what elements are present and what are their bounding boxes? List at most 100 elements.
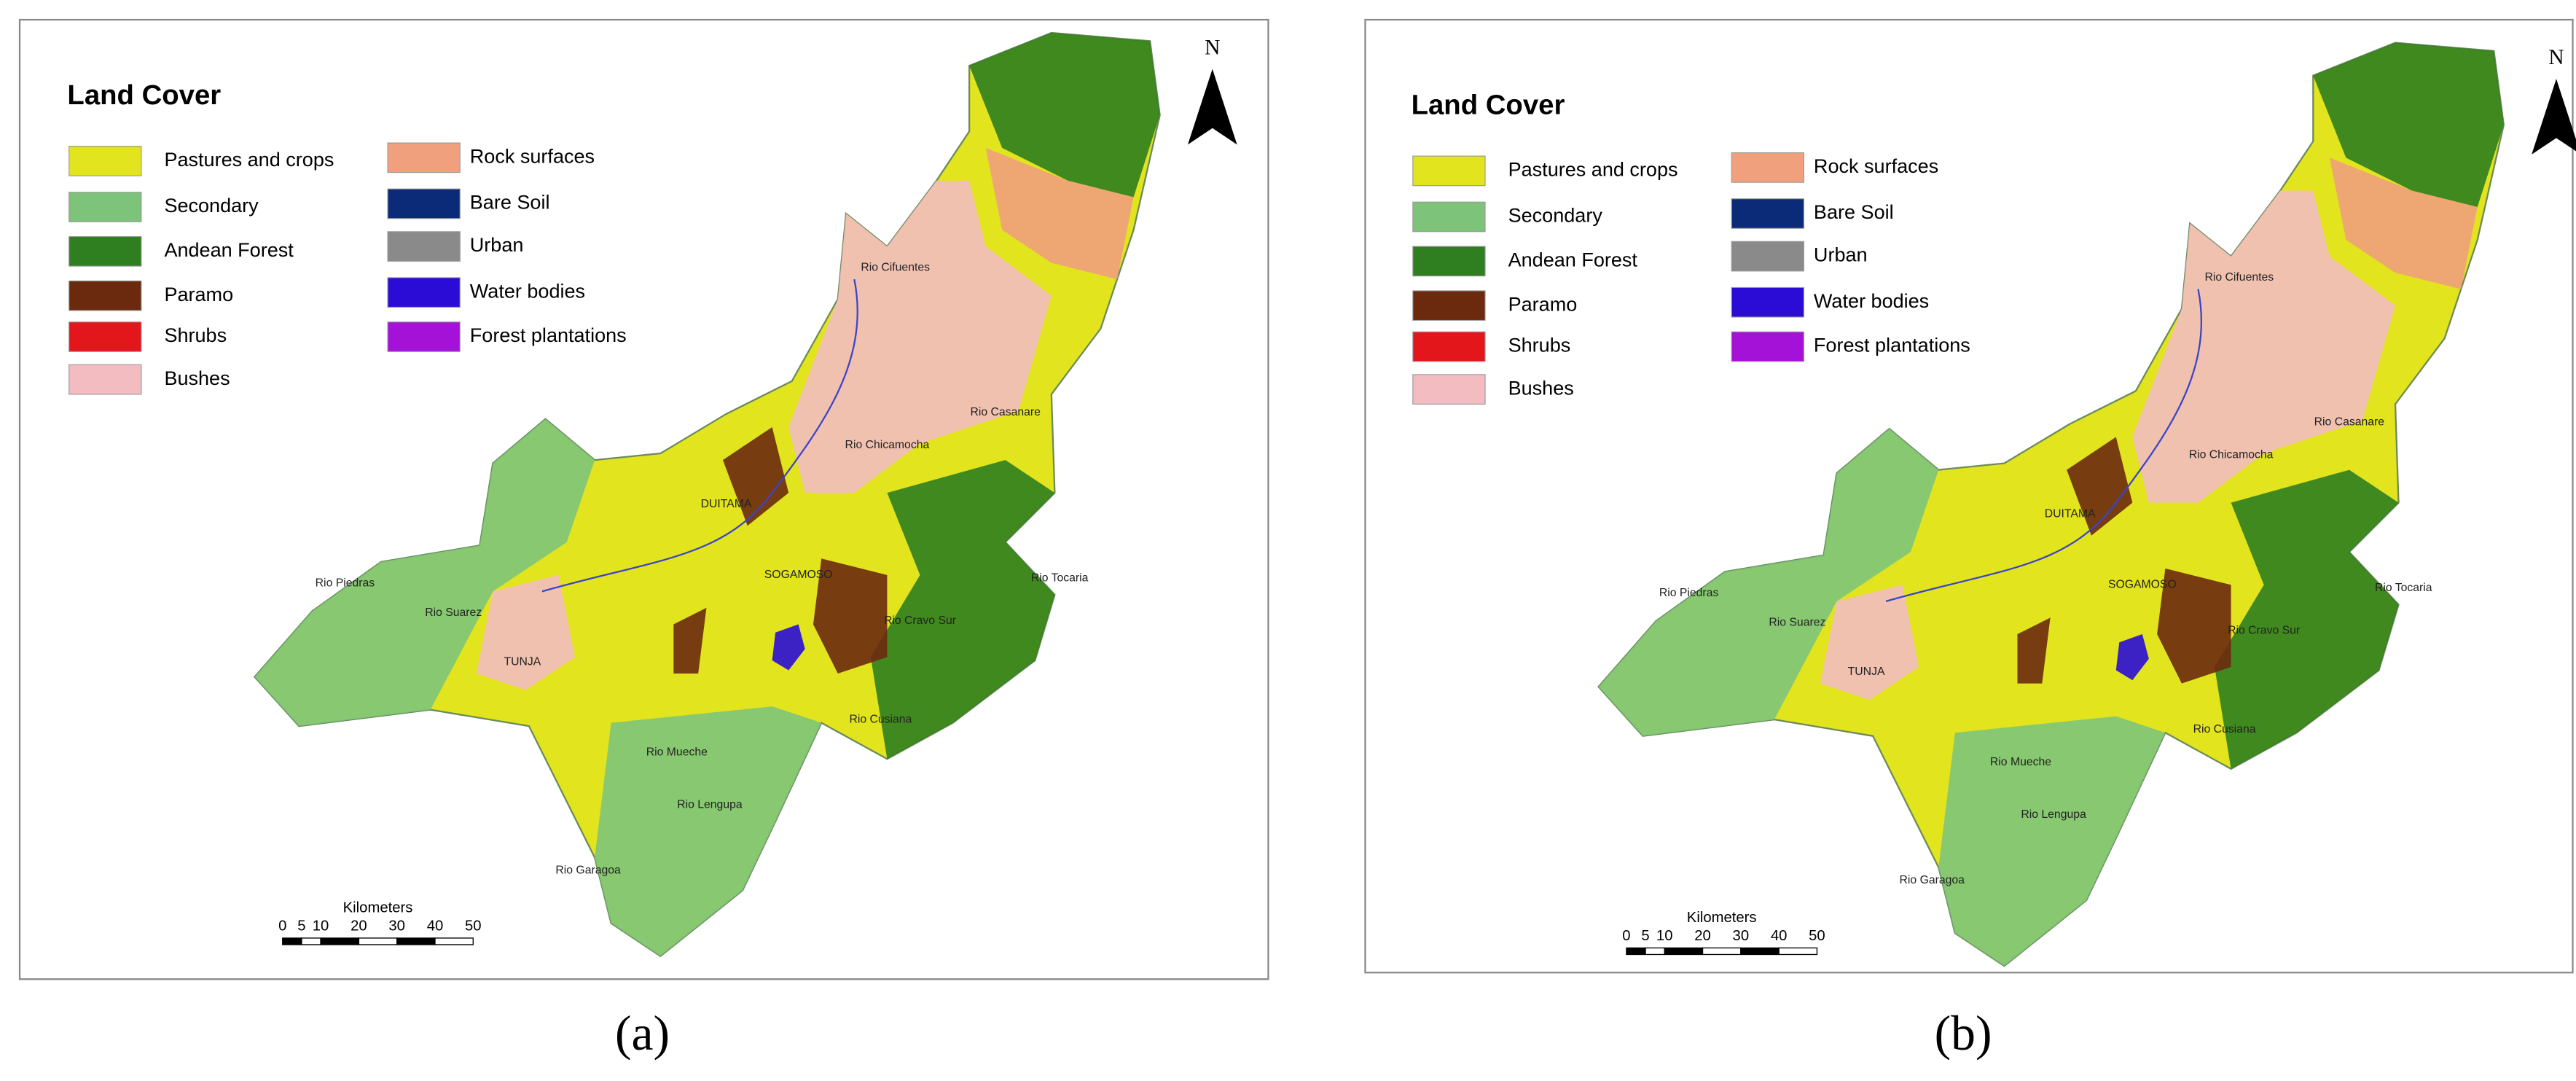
scale-tick-label: 10 bbox=[1656, 928, 1673, 944]
legend-swatch bbox=[1731, 286, 1804, 318]
land-cover-patch bbox=[254, 418, 595, 727]
land-cover-patch bbox=[985, 147, 1134, 280]
legend-label: Pastures and crops bbox=[164, 149, 334, 171]
scale-segment bbox=[1740, 947, 1780, 956]
legend-label: Rock surfaces bbox=[470, 146, 595, 168]
land-cover-patch bbox=[772, 624, 805, 671]
place-label: Rio Cusiana bbox=[2193, 723, 2256, 735]
scale-tick-label: 50 bbox=[465, 918, 482, 934]
legend-swatch bbox=[1731, 241, 1804, 272]
legend-title: Land Cover bbox=[67, 79, 221, 111]
scale-segment bbox=[320, 937, 360, 945]
river bbox=[1885, 289, 2202, 602]
legend-label: Urban bbox=[470, 234, 524, 256]
legend-swatch bbox=[1412, 246, 1486, 277]
legend-label: Bushes bbox=[164, 367, 230, 389]
caption: (a) bbox=[615, 1006, 670, 1061]
place-label: Rio Casanare bbox=[971, 406, 1041, 418]
scale-tick-label: 5 bbox=[1641, 928, 1649, 944]
legend-label: Water bodies bbox=[470, 280, 585, 302]
legend-swatch bbox=[68, 235, 142, 267]
legend-title: Land Cover bbox=[1412, 90, 1565, 121]
place-label: Rio Tocaria bbox=[1031, 572, 1089, 585]
place-label: Rio Suarez bbox=[1769, 616, 1825, 628]
land-cover-patch bbox=[1598, 429, 1939, 736]
land-cover-patch bbox=[2115, 633, 2149, 681]
land-cover-patch bbox=[722, 426, 789, 526]
land-cover-patch bbox=[2067, 437, 2133, 536]
legend-swatch bbox=[68, 364, 142, 395]
legend-swatch bbox=[1412, 201, 1486, 233]
legend-swatch bbox=[68, 192, 142, 222]
scale-segment bbox=[396, 937, 436, 945]
place-label: Rio Tocaria bbox=[2375, 582, 2432, 594]
legend-label: Andean Forest bbox=[164, 239, 294, 261]
land-cover-patch bbox=[2132, 190, 2396, 503]
place-label: DUITAMA bbox=[2045, 508, 2096, 520]
land-cover-patch bbox=[969, 33, 1160, 198]
legend-label: Secondary bbox=[164, 195, 259, 216]
land-cover-patch bbox=[2157, 568, 2231, 684]
legend-swatch bbox=[387, 188, 461, 219]
legend-label: Pastures and crops bbox=[1508, 159, 1678, 181]
scale-segment bbox=[1778, 947, 1818, 956]
land-cover-patch bbox=[788, 180, 1052, 493]
scale-tick-label: 10 bbox=[313, 918, 329, 934]
land-cover-patch bbox=[2215, 469, 2399, 769]
place-label: Rio Cravo Sur bbox=[2228, 625, 2300, 637]
place-label: Rio Cifuentes bbox=[861, 262, 930, 274]
scale-tick-label: 50 bbox=[1809, 928, 1825, 944]
place-label: Rio Cusiana bbox=[849, 713, 912, 725]
scale-tick-label: 40 bbox=[427, 918, 444, 934]
place-label: Rio Lengupa bbox=[2021, 808, 2086, 821]
place-label: DUITAMA bbox=[701, 498, 752, 510]
legend-swatch bbox=[387, 277, 461, 308]
land-cover-patch bbox=[1938, 716, 2166, 967]
north-arrow bbox=[2532, 79, 2576, 155]
scale-tick-label: 0 bbox=[278, 918, 286, 934]
place-label: SOGAMOSO bbox=[764, 569, 833, 581]
place-label: Rio Lengupa bbox=[677, 799, 743, 811]
land-cover-patch bbox=[595, 706, 822, 956]
land-cover-patch bbox=[673, 607, 707, 674]
scale-tick-label: 30 bbox=[388, 918, 405, 934]
north-arrow bbox=[1187, 69, 1237, 145]
legend-swatch bbox=[387, 231, 461, 262]
scale-title: Kilometers bbox=[1687, 910, 1757, 926]
land-cover-patch bbox=[1820, 585, 1919, 700]
legend-label: Bare Soil bbox=[1814, 201, 1894, 223]
scale-tick-label: 5 bbox=[297, 918, 305, 934]
scale-segment bbox=[434, 937, 474, 945]
legend-label: Secondary bbox=[1508, 205, 1603, 227]
scale-tick-label: 20 bbox=[1694, 928, 1711, 944]
map-panel: Land Cover Pastures and crops Secondary And… bbox=[67, 31, 1237, 958]
legend-swatch bbox=[1412, 374, 1486, 405]
place-label: TUNJA bbox=[504, 655, 541, 668]
place-label: Rio Mueche bbox=[1990, 756, 2051, 768]
legend-label: Forest plantations bbox=[470, 324, 627, 346]
north-label: N bbox=[1205, 36, 1220, 59]
legend-swatch bbox=[387, 142, 461, 173]
land-cover-patch bbox=[2017, 617, 2051, 684]
place-label: SOGAMOSO bbox=[2108, 579, 2177, 591]
river bbox=[541, 278, 858, 593]
place-label: Rio Piedras bbox=[1659, 587, 1719, 599]
legend-swatch bbox=[1412, 331, 1486, 362]
place-label: Rio Cifuentes bbox=[2205, 271, 2274, 284]
legend-swatch bbox=[1731, 152, 1804, 183]
scale-segment bbox=[358, 937, 398, 945]
legend-label: Bare Soil bbox=[470, 192, 550, 214]
place-label: Rio Casanare bbox=[2314, 415, 2385, 428]
legend-swatch bbox=[1412, 155, 1486, 187]
scale-tick-label: 30 bbox=[1733, 928, 1750, 944]
scale-segment bbox=[1702, 947, 1742, 956]
scale-tick-label: 0 bbox=[1622, 928, 1630, 944]
legend-swatch bbox=[387, 321, 461, 352]
land-cover-patch bbox=[813, 558, 888, 674]
place-label: Rio Piedras bbox=[316, 577, 375, 589]
map-panel: Land Cover Pastures and crops Secondary And… bbox=[1412, 42, 2576, 967]
legend-label: Rock surfaces bbox=[1814, 155, 1938, 177]
legend-swatch bbox=[68, 321, 142, 352]
legend-label: Forest plantations bbox=[1814, 335, 1970, 356]
scale-segment bbox=[1626, 947, 1646, 956]
